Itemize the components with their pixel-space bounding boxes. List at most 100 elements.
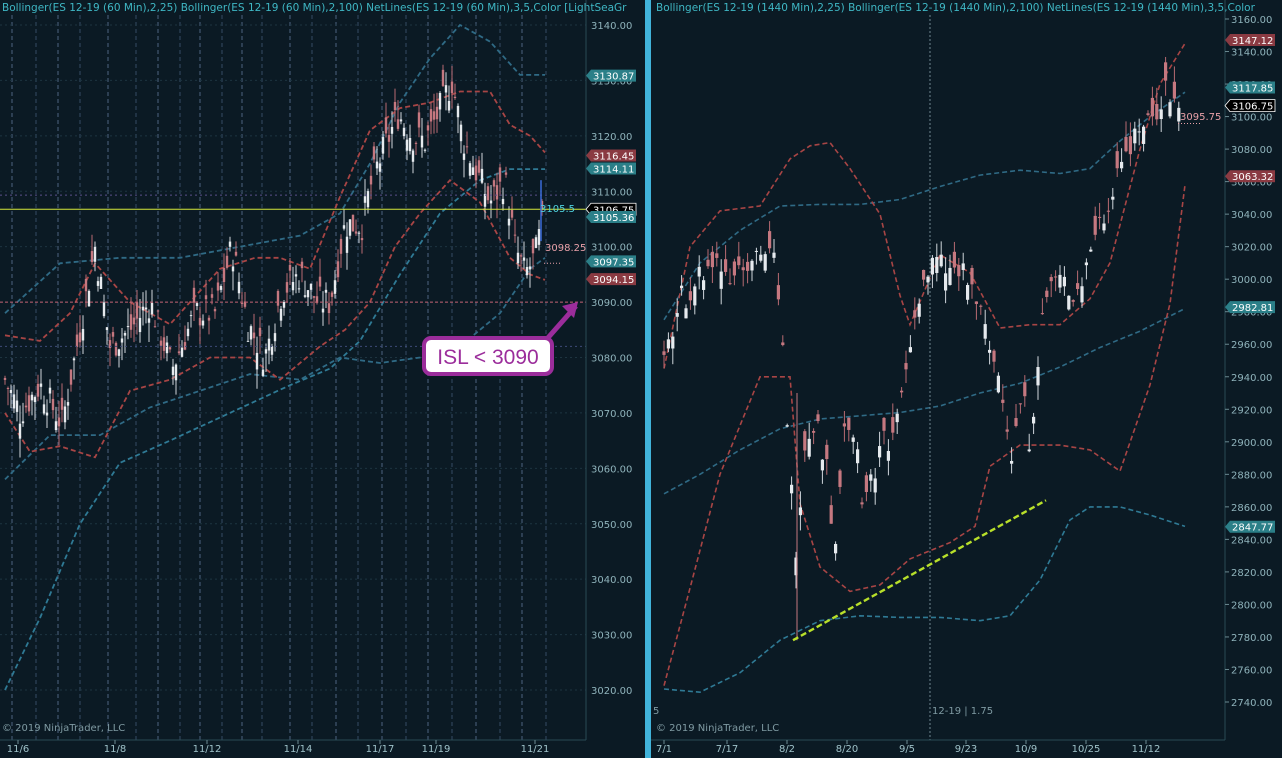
left-price-axis[interactable]: 3020.00 3030.00 3040.00 3050.00 3060.00 3070.… — [585, 0, 637, 740]
panel-divider[interactable] — [645, 0, 651, 758]
candle-body — [90, 251, 94, 263]
x-tick-label: 9/23 — [955, 744, 977, 755]
candle-body — [249, 326, 253, 340]
candle-body — [471, 167, 475, 175]
candle-body — [498, 167, 502, 182]
y-tick-label: 3020.00 — [591, 686, 632, 697]
candle-body — [303, 295, 307, 297]
candle-body — [9, 389, 13, 393]
price-tag — [586, 149, 636, 162]
y-tick-label: 2740.00 — [1231, 698, 1272, 709]
candle-body — [75, 334, 79, 347]
candle-body — [528, 266, 532, 270]
candle-body — [366, 191, 370, 208]
candle-body — [324, 289, 328, 293]
candle-body — [147, 318, 151, 323]
candle-body — [144, 307, 148, 310]
y-tick-label: 3140.00 — [1231, 48, 1272, 59]
candle-body — [453, 96, 457, 98]
candle-body — [219, 286, 223, 290]
bb100-middle-right — [663, 307, 1186, 495]
candle-body — [688, 291, 692, 301]
candle-body — [111, 332, 115, 337]
candle-body — [63, 406, 67, 423]
candle-body — [123, 333, 127, 336]
candle-body — [171, 366, 175, 375]
candle-body — [315, 296, 319, 303]
price-tag-label: 3130.87 — [593, 72, 634, 83]
candle-body — [908, 347, 912, 353]
candle-body — [309, 283, 313, 290]
candle-body — [519, 255, 523, 257]
candle-body — [24, 405, 28, 408]
candle-body — [979, 305, 983, 307]
candle-body — [267, 338, 271, 351]
right-time-axis[interactable]: 7/1 7/17 8/2 8/20 9/5 9/23 10/9 10/25 11/12 — [651, 739, 1225, 755]
candle-body — [675, 313, 679, 317]
candle-body — [504, 172, 508, 175]
candle-body — [447, 100, 451, 111]
candle-body — [537, 229, 541, 245]
candle-body — [228, 241, 232, 247]
left-time-axis[interactable]: 11/6 11/8 11/12 11/14 11/17 11/19 11/21 — [0, 739, 586, 755]
candle-body — [108, 340, 112, 349]
y-tick-label: 2920.00 — [1231, 405, 1272, 416]
candle-body — [33, 397, 37, 403]
price-tag — [586, 255, 636, 268]
candle-body — [790, 484, 794, 494]
right-chart-panel[interactable]: Bollinger(ES 12-19 (1440 Min),2,25) Boll… — [651, 0, 1256, 740]
support-trendline[interactable] — [792, 499, 1047, 642]
candle-body — [375, 161, 379, 169]
candle-body — [856, 449, 860, 464]
candle-body — [192, 287, 196, 303]
price-tag — [1225, 301, 1275, 314]
candle-body — [829, 505, 833, 524]
candle-body — [84, 278, 88, 292]
candle-body — [1142, 126, 1146, 144]
candle-body — [666, 339, 670, 349]
candle-body — [895, 413, 899, 423]
candle-body — [974, 301, 978, 304]
candle-body — [904, 363, 908, 370]
price-tag-label: 3063.32 — [1232, 172, 1273, 183]
candle-body — [864, 475, 868, 493]
candle-body — [3, 377, 7, 380]
price-tag — [586, 69, 636, 82]
candle-body — [944, 273, 948, 291]
candle-body — [27, 395, 31, 412]
candle-body — [246, 340, 250, 342]
candle-body — [39, 383, 43, 387]
x-tick-label: 11/8 — [104, 744, 126, 755]
candle-body — [114, 342, 118, 356]
candle-body — [102, 302, 106, 317]
candle-body — [261, 369, 265, 376]
y-tick-label: 3100.00 — [591, 243, 632, 254]
candle-body — [878, 446, 882, 458]
right-contract-label: 12-19 | 1.75 — [932, 706, 993, 717]
left-chart-panel[interactable]: Bollinger(ES 12-19 (60 Min),2,25) Bollin… — [0, 0, 627, 740]
candle-body — [480, 168, 484, 183]
right-price-axis[interactable]: 2740.00 2760.00 2780.00 2800.00 2820.00 2840.… — [1224, 0, 1276, 740]
candle-body — [838, 470, 842, 487]
candle-body — [42, 404, 46, 414]
candle-body — [794, 557, 798, 576]
x-tick-label: 8/20 — [836, 744, 858, 755]
candle-body — [1168, 102, 1172, 117]
candle-body — [411, 150, 415, 162]
bb100-upper-left — [4, 23, 545, 314]
candle-body — [117, 349, 121, 356]
candle-body — [948, 267, 952, 285]
candle-body — [336, 261, 340, 278]
candle-body — [405, 139, 409, 151]
left-current-inline-label: 3105.5 — [540, 204, 575, 215]
candle-body — [477, 160, 481, 173]
candle-body — [57, 417, 61, 427]
y-tick-label: 3000.00 — [1231, 275, 1272, 286]
candle-body — [763, 254, 767, 271]
price-tag-label: 3094.15 — [593, 275, 634, 286]
candle-body — [354, 231, 358, 234]
y-tick-label: 3160.00 — [1231, 15, 1272, 26]
candle-body — [1071, 300, 1075, 302]
candle-body — [825, 444, 829, 460]
candle-body — [1005, 429, 1009, 432]
